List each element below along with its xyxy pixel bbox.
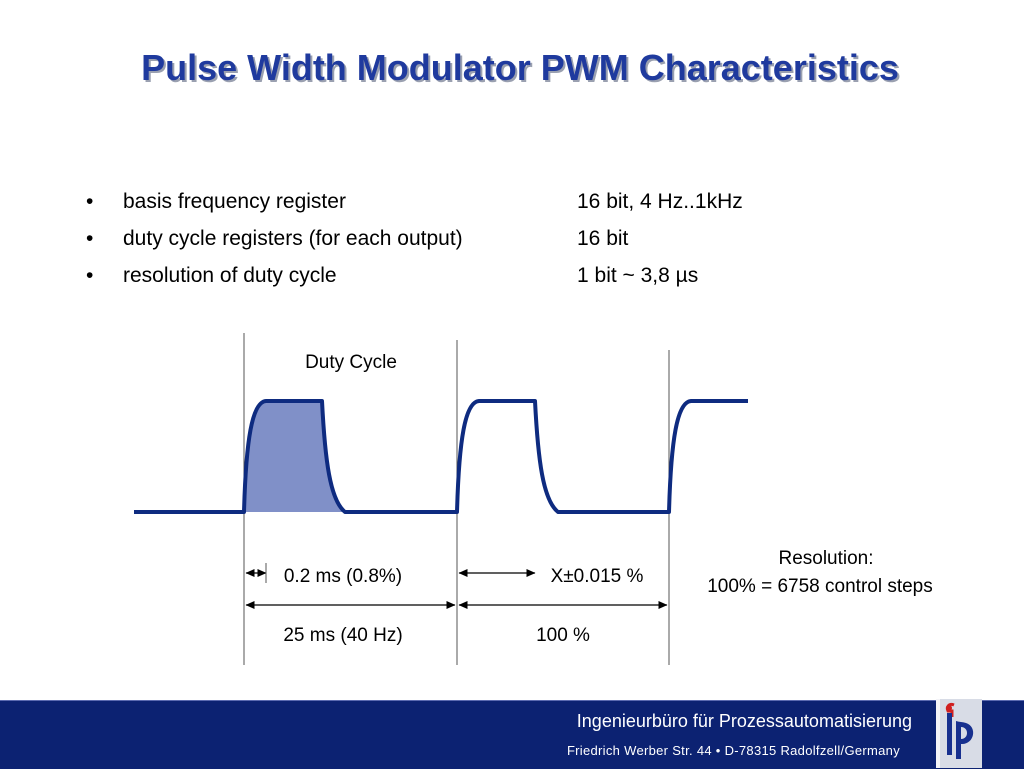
bullet-value: 16 bit, 4 Hz..1kHz	[577, 190, 743, 213]
resolution-title: Resolution:	[778, 548, 873, 569]
full-scale-label: 100 %	[536, 625, 590, 646]
period-label: 25 ms (40 Hz)	[283, 625, 402, 646]
bullet-value: 16 bit	[577, 227, 629, 250]
footer-company: Ingenieurbüro für Prozessautomatisierung	[576, 711, 912, 731]
ifp-logo-icon	[936, 699, 982, 768]
tolerance-label: X±0.015 %	[551, 566, 644, 587]
bullet-icon: •	[86, 190, 94, 213]
pwm-diagram: Duty Cycle 0.2 ms (0.8%) X±0.015 % 25 ms…	[134, 333, 933, 665]
duty-cycle-label: Duty Cycle	[305, 352, 397, 373]
footer-address: Friedrich Werber Str. 44 • D-78315 Radol…	[566, 743, 900, 758]
bullet-label: duty cycle registers (for each output)	[123, 227, 463, 250]
resolution-detail: 100% = 6758 control steps	[707, 576, 933, 597]
bullet-label: resolution of duty cycle	[123, 264, 337, 287]
pwm-signal	[134, 399, 748, 514]
bullet-value: 1 bit ~ 3,8 µs	[577, 264, 699, 287]
slide-title: Pulse Width Modulator PWM Characteristic…	[141, 47, 899, 88]
bullet-label: basis frequency register	[123, 190, 346, 213]
footer-bar: Ingenieurbüro für Prozessautomatisierung…	[0, 700, 1024, 769]
duty-cycle-area	[244, 401, 345, 512]
bullet-icon: •	[86, 227, 94, 250]
bullet-icon: •	[86, 264, 94, 287]
resolution-step-label: 0.2 ms (0.8%)	[284, 566, 402, 587]
